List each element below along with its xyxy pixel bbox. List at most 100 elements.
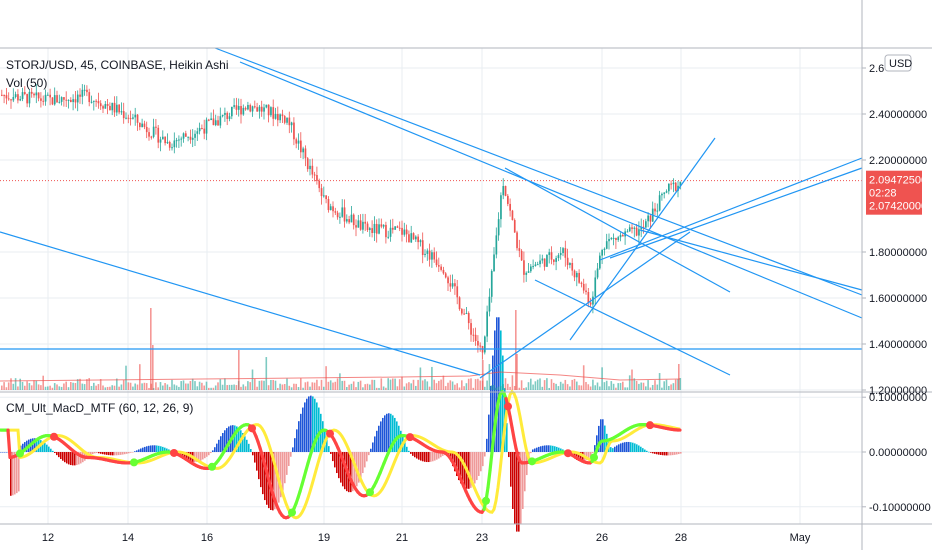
currency-badge[interactable]: USD — [884, 54, 912, 72]
candle-body — [640, 226, 643, 230]
candle-body — [58, 101, 61, 103]
candle-body — [421, 240, 424, 255]
volume-bar — [194, 381, 196, 390]
macd-histogram-bar — [382, 417, 384, 452]
macd-histogram-bar — [210, 452, 212, 454]
volume-bar — [656, 384, 659, 390]
candle-body — [316, 175, 318, 181]
candle-body — [599, 255, 601, 269]
volume-bar — [463, 386, 465, 390]
macd-histogram-bar — [518, 452, 520, 532]
volume-bar — [191, 378, 194, 390]
volume-bar — [615, 387, 617, 390]
macd-histogram-bar — [206, 452, 208, 457]
volume-bar — [484, 386, 486, 390]
macd-histogram-bar — [340, 452, 342, 483]
volume-bar — [523, 387, 525, 390]
candle-body — [187, 136, 189, 138]
volume-bar — [118, 386, 120, 390]
candle-body — [7, 98, 10, 100]
time-axis[interactable]: 12 14 16 19 21 23 26 28 May — [42, 532, 811, 544]
candle-body — [173, 140, 176, 148]
chart-pane-bg[interactable] — [0, 0, 862, 524]
trendlines[interactable] — [0, 47, 863, 379]
volume-bar — [306, 381, 309, 390]
candle-body — [352, 214, 355, 226]
volume-bar — [267, 385, 270, 390]
volume-bar — [279, 383, 281, 390]
price-tick-label: 1.60000000 — [869, 293, 927, 305]
candle-body — [470, 323, 472, 335]
macd-histogram-bar — [250, 448, 252, 452]
candle-body — [601, 249, 603, 256]
macd-histogram-bar — [280, 452, 282, 498]
macd-histogram-bar — [262, 452, 264, 495]
candle-body — [458, 297, 461, 310]
volume-bar — [594, 385, 596, 390]
macd-histogram-bar — [416, 452, 418, 459]
macd-histogram-bar — [198, 452, 200, 462]
volume-bar — [332, 382, 334, 390]
macd-histogram-bar — [650, 452, 652, 453]
macd-histogram-bar — [62, 452, 64, 461]
candle-body — [37, 92, 40, 99]
volume-bar — [37, 384, 40, 390]
candle-body — [145, 126, 148, 133]
macd-histogram-bar — [258, 452, 260, 480]
candle-body — [419, 240, 422, 243]
volume-bar — [465, 383, 468, 390]
candle-body — [612, 237, 615, 239]
volume-bar — [670, 384, 672, 390]
candle-body — [251, 106, 254, 112]
volume-bar — [323, 386, 325, 390]
candle-body — [86, 89, 88, 93]
candle-body — [398, 227, 401, 229]
candle-body — [148, 132, 150, 137]
macd-axis[interactable]: 0.10000000 0.00000000 -0.10000000 — [862, 392, 931, 514]
macd-histogram-bar — [484, 452, 486, 457]
candle-body — [182, 133, 185, 139]
price-tick-label: 2.20000000 — [869, 155, 927, 167]
volume-bar — [576, 381, 578, 390]
candle-body — [385, 224, 387, 238]
candle-body — [428, 250, 431, 260]
volume-bar — [157, 387, 159, 390]
macd-line-segment — [494, 401, 500, 419]
volume-bar — [546, 378, 548, 390]
macd-histogram-bar — [272, 452, 274, 511]
candle-body — [543, 258, 546, 267]
candle-body — [132, 117, 134, 119]
macd-histogram-bar — [644, 449, 646, 452]
volume-ma-line — [0, 371, 681, 382]
candle-body — [258, 106, 261, 112]
macd-histogram-bar — [252, 452, 254, 456]
price-axis[interactable]: 2.6 2.40000000 2.20000000 1.80000000 1.60000… — [862, 63, 927, 397]
candle-body — [438, 265, 440, 267]
macd-legend[interactable]: CM_Ult_MacD_MTF (60, 12, 26, 9) — [6, 401, 193, 415]
macd-histogram-bar — [544, 445, 546, 452]
macd-histogram-bar — [162, 446, 164, 452]
macd-histogram-bar — [308, 396, 310, 452]
volume-bar — [70, 381, 72, 390]
candle-body — [608, 238, 610, 242]
volume-bar — [173, 384, 176, 390]
macd-histogram-bar — [254, 452, 256, 463]
volume-legend[interactable]: Vol (50) — [6, 76, 47, 90]
symbol-legend[interactable]: STORJ/USD, 45, COINBASE, Heikin Ashi — [6, 58, 229, 72]
macd-histogram-bar — [442, 452, 444, 456]
candle-body — [530, 266, 532, 272]
macd-histogram-bar — [496, 317, 498, 452]
candle-body — [244, 107, 247, 110]
macd-histogram-bar — [46, 444, 48, 452]
volume-bar — [244, 386, 247, 390]
candle-body — [313, 174, 316, 176]
candle-body — [603, 248, 606, 250]
candle-body — [559, 253, 562, 256]
macd-histogram-bar — [154, 445, 156, 452]
candle-body — [362, 221, 364, 230]
volume-bar — [516, 353, 518, 390]
volume-bar — [129, 382, 132, 390]
volume-bar — [109, 386, 111, 390]
macd-histogram-bar — [646, 450, 648, 452]
